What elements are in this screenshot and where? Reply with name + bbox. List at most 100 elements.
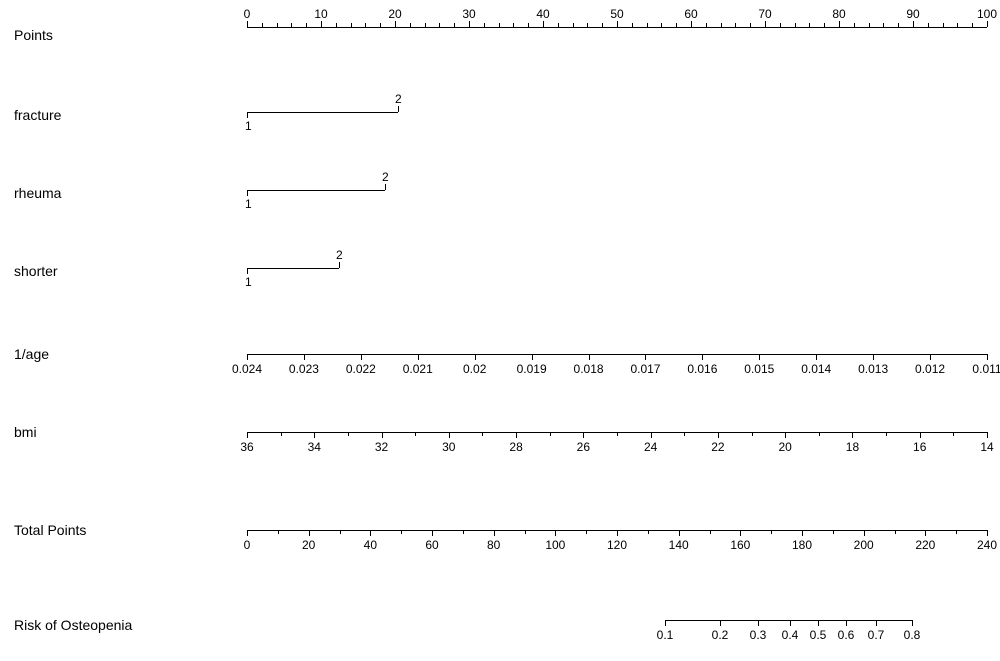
risk-tick bbox=[876, 620, 877, 626]
bmi-tick-label: 28 bbox=[509, 440, 522, 454]
points-tick bbox=[676, 23, 677, 27]
total_points-tick bbox=[895, 530, 896, 534]
total_points-label: Total Points bbox=[14, 522, 86, 538]
rheuma-high-label: 2 bbox=[382, 170, 389, 184]
bmi-tick bbox=[449, 432, 450, 438]
shorter-high-label: 2 bbox=[336, 248, 343, 262]
points-tick bbox=[735, 23, 736, 27]
points-tick bbox=[573, 23, 574, 27]
total_points-tick-label: 40 bbox=[364, 538, 377, 552]
points-tick bbox=[351, 23, 352, 27]
bmi-tick bbox=[852, 432, 853, 438]
points-tick-label: 90 bbox=[906, 7, 919, 21]
risk-tick-label: 0.3 bbox=[750, 628, 767, 642]
total_points-tick-label: 20 bbox=[302, 538, 315, 552]
fracture-label: fracture bbox=[14, 107, 61, 123]
points-tick bbox=[454, 23, 455, 27]
total_points-tick bbox=[802, 530, 803, 536]
bmi-tick bbox=[785, 432, 786, 438]
total_points-tick bbox=[679, 530, 680, 536]
points-tick bbox=[499, 23, 500, 27]
total_points-tick bbox=[525, 530, 526, 534]
risk-tick bbox=[758, 620, 759, 626]
bmi-tick-label: 18 bbox=[846, 440, 859, 454]
total_points-tick bbox=[370, 530, 371, 536]
bmi-tick bbox=[987, 432, 988, 438]
risk-tick bbox=[846, 620, 847, 626]
total_points-tick bbox=[494, 530, 495, 536]
inv_age-tick-label: 0.018 bbox=[574, 362, 604, 376]
total_points-tick bbox=[987, 530, 988, 536]
points-tick bbox=[839, 21, 840, 27]
bmi-tick bbox=[953, 432, 954, 436]
total_points-tick-label: 240 bbox=[977, 538, 997, 552]
bmi-tick bbox=[920, 432, 921, 438]
bmi-tick bbox=[550, 432, 551, 436]
total_points-tick-label: 160 bbox=[730, 538, 750, 552]
inv_age-tick-label: 0.015 bbox=[744, 362, 774, 376]
points-tick-label: 100 bbox=[977, 7, 997, 21]
points-tick bbox=[469, 21, 470, 27]
bmi-tick bbox=[752, 432, 753, 436]
points-tick bbox=[854, 23, 855, 27]
points-tick bbox=[928, 23, 929, 27]
total_points-tick-label: 60 bbox=[425, 538, 438, 552]
total_points-tick-label: 140 bbox=[669, 538, 689, 552]
inv_age-tick bbox=[645, 354, 646, 360]
points-tick bbox=[913, 21, 914, 27]
bmi-tick bbox=[819, 432, 820, 436]
risk-tick bbox=[665, 620, 666, 626]
inv_age-tick-label: 0.017 bbox=[630, 362, 660, 376]
total_points-tick bbox=[740, 530, 741, 536]
bmi-label: bmi bbox=[14, 424, 37, 440]
points-tick-label: 80 bbox=[832, 7, 845, 21]
bmi-tick-label: 14 bbox=[980, 440, 993, 454]
bmi-tick bbox=[886, 432, 887, 436]
bmi-tick bbox=[415, 432, 416, 436]
points-tick bbox=[661, 23, 662, 27]
risk-tick-label: 0.2 bbox=[712, 628, 729, 642]
risk-tick-label: 0.5 bbox=[810, 628, 827, 642]
bmi-tick-label: 30 bbox=[442, 440, 455, 454]
inv_age-tick bbox=[532, 354, 533, 360]
risk-tick bbox=[720, 620, 721, 626]
inv_age-tick bbox=[418, 354, 419, 360]
bmi-tick-label: 32 bbox=[375, 440, 388, 454]
points-tick bbox=[898, 23, 899, 27]
bmi-tick bbox=[718, 432, 719, 438]
points-tick-label: 10 bbox=[314, 7, 327, 21]
inv_age-tick-label: 0.022 bbox=[346, 362, 376, 376]
inv_age-tick-label: 0.011 bbox=[972, 362, 1000, 376]
inv_age-tick bbox=[475, 354, 476, 360]
points-tick bbox=[321, 21, 322, 27]
rheuma-label: rheuma bbox=[14, 185, 61, 201]
total_points-tick bbox=[586, 530, 587, 534]
total_points-tick bbox=[771, 530, 772, 534]
bmi-tick bbox=[617, 432, 618, 436]
points-tick bbox=[691, 21, 692, 27]
bmi-tick bbox=[684, 432, 685, 436]
risk-axis bbox=[665, 620, 912, 621]
points-tick bbox=[943, 23, 944, 27]
inv_age-tick bbox=[873, 354, 874, 360]
inv_age-tick-label: 0.019 bbox=[517, 362, 547, 376]
risk-tick-label: 0.6 bbox=[838, 628, 855, 642]
inv_age-tick-label: 0.012 bbox=[915, 362, 945, 376]
points-tick bbox=[647, 23, 648, 27]
inv_age-tick-label: 0.02 bbox=[463, 362, 486, 376]
bmi-tick-label: 34 bbox=[308, 440, 321, 454]
points-tick bbox=[291, 23, 292, 27]
total_points-tick-label: 100 bbox=[545, 538, 565, 552]
points-tick-label: 50 bbox=[610, 7, 623, 21]
points-tick bbox=[513, 23, 514, 27]
bmi-tick-label: 22 bbox=[711, 440, 724, 454]
points-tick bbox=[247, 21, 248, 27]
risk-tick-label: 0.1 bbox=[657, 628, 674, 642]
points-tick bbox=[602, 23, 603, 27]
inv_age-tick bbox=[247, 354, 248, 360]
rheuma-low-label: 1 bbox=[245, 197, 252, 211]
points-tick-label: 40 bbox=[536, 7, 549, 21]
points-tick bbox=[528, 23, 529, 27]
points-tick bbox=[957, 23, 958, 27]
points-tick bbox=[425, 23, 426, 27]
